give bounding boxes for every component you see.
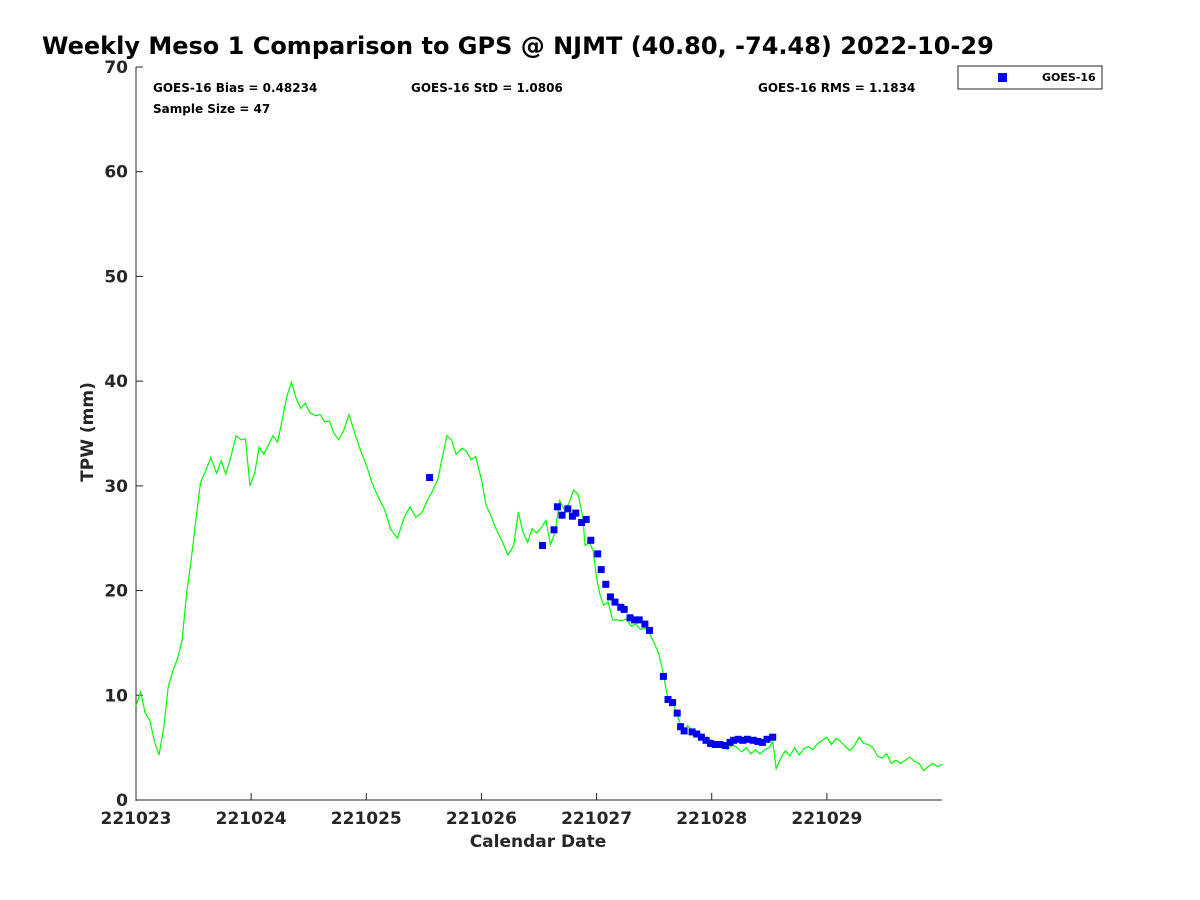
goes16-point — [646, 626, 653, 634]
legend-marker-goes16 — [998, 73, 1007, 82]
goes16-point — [702, 736, 710, 744]
goes16-point — [664, 696, 672, 703]
goes16-point — [743, 735, 751, 743]
goes16-point — [635, 616, 643, 624]
goes16-point — [582, 515, 590, 523]
goes16-point — [758, 738, 766, 746]
x-tick-label: 221027 — [561, 809, 632, 829]
goes16-point — [426, 474, 434, 481]
y-tick-label: 10 — [104, 686, 128, 706]
y-ticks: 0 10 20 30 40 50 60 70 — [104, 58, 143, 811]
rms-annotation: GOES-16 RMS = 1.1834 — [758, 81, 915, 95]
goes16-point — [602, 580, 610, 588]
x-tick-label: 221024 — [216, 809, 287, 829]
goes16-point — [564, 505, 572, 513]
goes16-point — [769, 733, 777, 741]
x-tick-label: 221029 — [791, 809, 862, 829]
goes16-point — [673, 709, 681, 717]
goes16-point — [749, 736, 757, 744]
goes16-point — [734, 735, 742, 743]
goes16-point — [641, 620, 649, 628]
goes16-point — [669, 699, 677, 707]
goes16-point — [558, 511, 566, 519]
goes16-point — [716, 741, 724, 748]
std-annotation: GOES-16 StD = 1.0806 — [411, 81, 563, 95]
legend-label-goes16: GOES-16 — [1042, 71, 1096, 84]
goes16-point — [550, 526, 558, 534]
goes16-point — [631, 616, 639, 624]
goes16-point — [611, 598, 619, 606]
goes16-point — [763, 735, 771, 743]
goes16-point — [697, 733, 705, 741]
gps-series-line — [135, 380, 943, 772]
goes16-point — [688, 728, 696, 736]
y-tick-label: 50 — [104, 267, 128, 287]
goes16-point — [606, 593, 614, 601]
goes16-point — [626, 614, 634, 622]
goes16-point — [539, 542, 546, 549]
legend-box — [957, 65, 1103, 90]
y-tick-label: 0 — [116, 791, 128, 811]
x-axis-label: Calendar Date — [470, 832, 607, 852]
goes16-point — [620, 605, 628, 613]
y-tick-label: 60 — [104, 163, 128, 183]
x-tick-label: 221026 — [446, 809, 517, 829]
y-tick-label: 30 — [104, 477, 128, 497]
y-tick-label: 70 — [104, 58, 128, 78]
x-ticks: 221023 221024 221025 221026 221027 221028 2210… — [101, 793, 862, 829]
goes16-point — [677, 723, 685, 731]
legend: GOES-16 — [957, 65, 1103, 90]
goes16-point — [587, 536, 595, 544]
y-axis-label: TPW (mm) — [78, 382, 98, 482]
goes16-point — [553, 503, 561, 511]
goes16-point — [754, 737, 762, 745]
sample-size-annotation: Sample Size = 47 — [153, 102, 270, 116]
chart-title: Weekly Meso 1 Comparison to GPS @ NJMT (… — [42, 32, 994, 60]
x-tick-label: 221028 — [676, 809, 747, 829]
goes16-point — [597, 566, 605, 574]
goes16-series-points — [426, 474, 777, 749]
goes16-point — [594, 550, 602, 558]
goes16-point — [730, 736, 738, 744]
goes16-point — [693, 730, 701, 738]
goes16-point — [578, 519, 586, 526]
bias-annotation: GOES-16 Bias = 0.48234 — [153, 81, 317, 95]
goes16-point — [707, 740, 715, 747]
goes16-point — [680, 727, 688, 735]
y-tick-label: 40 — [104, 372, 128, 392]
y-tick-label: 20 — [104, 582, 128, 602]
x-tick-label: 221025 — [331, 809, 402, 829]
goes16-point — [739, 736, 747, 744]
goes16-point — [722, 742, 729, 749]
goes16-point — [659, 672, 667, 680]
goes16-point — [711, 741, 719, 748]
goes16-point — [572, 509, 580, 517]
x-tick-label: 221023 — [101, 809, 172, 829]
